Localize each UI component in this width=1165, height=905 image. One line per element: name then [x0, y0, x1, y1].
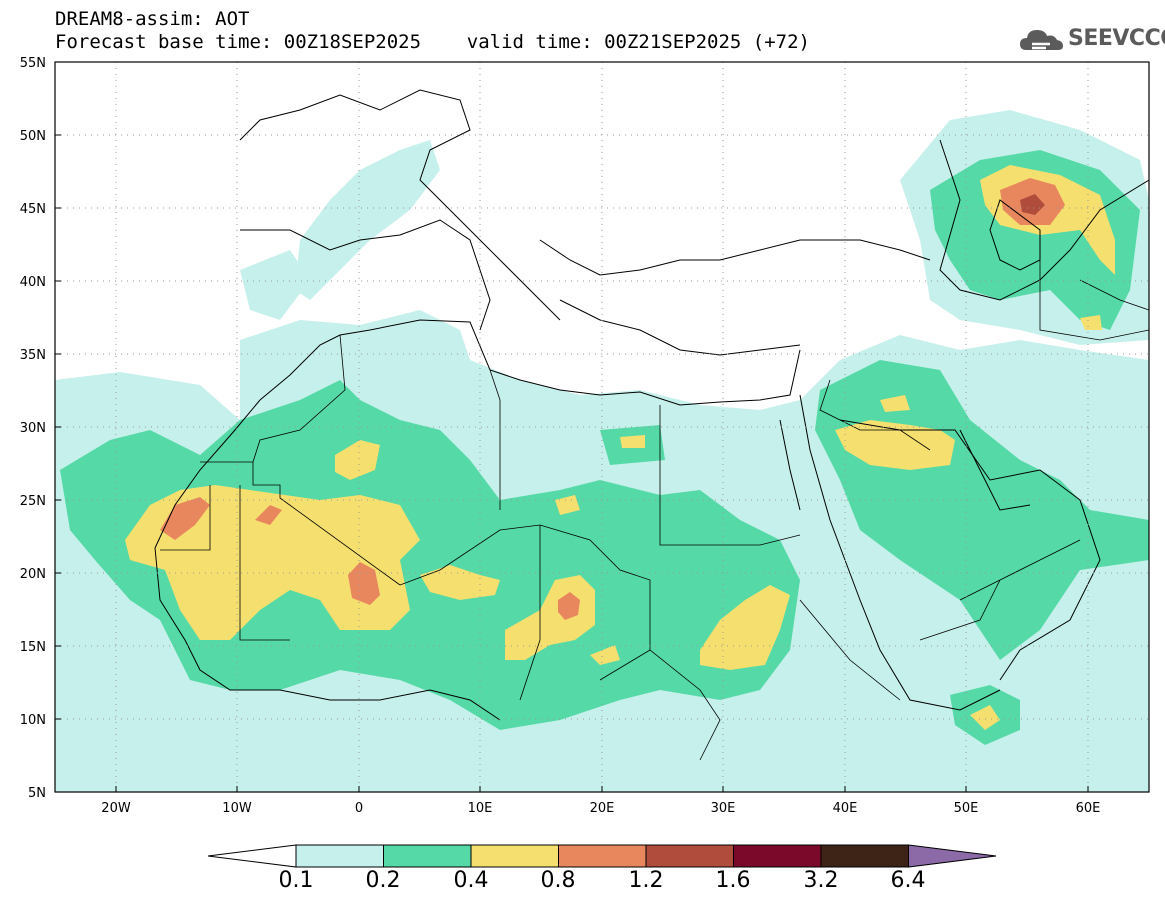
- seevccc-logo: SEEVCCC: [1018, 22, 1165, 58]
- colorbar-label: 1.2: [628, 868, 664, 893]
- lon-label: 10W: [222, 801, 252, 816]
- colorbar-swatch: [295, 844, 384, 868]
- colorbar: [207, 844, 997, 868]
- logo-text: SEEVCCC: [1068, 26, 1165, 51]
- lat-label: 30N: [20, 421, 46, 436]
- cloud-logo-icon: [1020, 30, 1063, 50]
- colorbar-swatch: [383, 844, 472, 868]
- gridlines: [55, 62, 1149, 792]
- colorbar-swatch: [645, 844, 734, 868]
- lat-label: 20N: [20, 567, 46, 582]
- colorbar-arrow-high: [908, 844, 997, 868]
- colorbar-arrow-low: [207, 844, 297, 868]
- lat-label: 45N: [20, 202, 46, 217]
- chart-title: DREAM8-assim: AOT: [55, 8, 250, 30]
- colorbar-label: 1.6: [715, 868, 751, 893]
- lon-label: 60E: [1076, 801, 1101, 816]
- lat-label: 25N: [20, 494, 46, 509]
- borders: [160, 240, 1149, 761]
- colorbar-swatch: [470, 844, 559, 868]
- lon-label: 40E: [833, 801, 858, 816]
- lat-labels: 55N 50N 45N 40N 35N 30N 25N 20N 15N 10N …: [20, 56, 46, 801]
- lat-label: 40N: [20, 275, 46, 290]
- lon-label: 20E: [590, 801, 615, 816]
- lon-label: 30E: [711, 801, 736, 816]
- colorbar-label: 6.4: [890, 868, 926, 893]
- lat-label: 55N: [20, 56, 46, 71]
- colorbar-label: 3.2: [803, 868, 839, 893]
- aot-level-1.2: [1020, 194, 1045, 215]
- coastlines: [154, 89, 1149, 721]
- colorbar-label: 0.2: [365, 868, 401, 893]
- lat-label: 10N: [20, 713, 46, 728]
- lon-label: 20W: [101, 801, 131, 816]
- lon-label: 10E: [468, 801, 493, 816]
- lon-labels: 20W 10W 0 10E 20E 30E 40E 50E 60E: [101, 801, 1100, 816]
- forecast-time-line: Forecast base time: 00Z18SEP2025 valid t…: [55, 31, 810, 53]
- colorbar-swatch: [820, 844, 909, 868]
- colorbar-label: 0.1: [278, 868, 314, 893]
- colorbar-swatch: [558, 844, 647, 868]
- aot-fields: [55, 110, 1149, 792]
- lat-label: 5N: [28, 786, 46, 801]
- lat-label: 35N: [20, 348, 46, 363]
- lon-label: 0: [355, 801, 363, 816]
- lon-label: 50E: [954, 801, 979, 816]
- axis-ticks: [55, 61, 1089, 792]
- colorbar-label: 0.4: [453, 868, 489, 893]
- lat-label: 50N: [20, 129, 46, 144]
- colorbar-swatch: [733, 844, 822, 868]
- colorbar-label: 0.8: [540, 868, 576, 893]
- lat-label: 15N: [20, 640, 46, 655]
